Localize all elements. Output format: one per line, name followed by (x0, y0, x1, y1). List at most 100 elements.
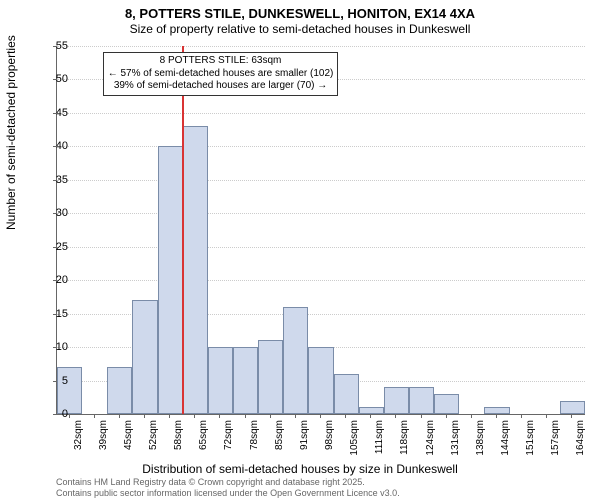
x-tick-mark (69, 414, 70, 418)
x-tick-mark (421, 414, 422, 418)
y-tick-mark (53, 280, 57, 281)
x-tick-label: 138sqm (475, 420, 486, 456)
y-tick-mark (53, 213, 57, 214)
gridline (57, 46, 585, 47)
y-tick-label: 50 (28, 73, 68, 85)
y-tick-label: 30 (28, 207, 68, 219)
y-tick-label: 5 (28, 375, 68, 387)
histogram-bar (409, 387, 434, 414)
y-tick-mark (53, 414, 57, 415)
annotation-text: ← 57% of semi-detached houses are smalle… (108, 68, 334, 81)
x-tick-mark (546, 414, 547, 418)
y-tick-mark (53, 314, 57, 315)
x-tick-label: 91sqm (299, 420, 310, 450)
gridline (57, 146, 585, 147)
histogram-bar (183, 126, 208, 414)
x-tick-label: 65sqm (198, 420, 209, 450)
y-tick-label: 20 (28, 274, 68, 286)
x-tick-mark (270, 414, 271, 418)
footnote-text: Contains HM Land Registry data © Crown c… (56, 477, 400, 487)
x-tick-mark (345, 414, 346, 418)
gridline (57, 213, 585, 214)
x-tick-label: 151sqm (525, 420, 536, 456)
x-tick-mark (320, 414, 321, 418)
histogram-bar (560, 401, 585, 414)
chart-title: 8, POTTERS STILE, DUNKESWELL, HONITON, E… (0, 0, 600, 22)
y-tick-mark (53, 146, 57, 147)
x-tick-mark (370, 414, 371, 418)
chart-subtitle: Size of property relative to semi-detach… (0, 22, 600, 36)
x-tick-mark (169, 414, 170, 418)
x-tick-mark (94, 414, 95, 418)
y-tick-label: 25 (28, 241, 68, 253)
x-tick-mark (194, 414, 195, 418)
x-tick-label: 78sqm (249, 420, 260, 450)
x-tick-label: 98sqm (324, 420, 335, 450)
y-tick-mark (53, 79, 57, 80)
x-tick-mark (471, 414, 472, 418)
footnote-text: Contains public sector information licen… (56, 488, 400, 498)
x-tick-mark (496, 414, 497, 418)
x-tick-label: 118sqm (399, 420, 410, 455)
x-tick-label: 105sqm (349, 420, 360, 456)
annotation-box: 8 POTTERS STILE: 63sqm ← 57% of semi-det… (103, 52, 339, 96)
x-tick-mark (295, 414, 296, 418)
x-tick-label: 111sqm (374, 420, 385, 454)
histogram-bar (334, 374, 359, 414)
histogram-bar (308, 347, 333, 414)
x-tick-label: 85sqm (274, 420, 285, 450)
y-tick-label: 40 (28, 140, 68, 152)
gridline (57, 180, 585, 181)
gridline (57, 280, 585, 281)
y-tick-label: 15 (28, 308, 68, 320)
histogram-bar (384, 387, 409, 414)
histogram-bar (258, 340, 283, 414)
x-tick-label: 52sqm (148, 420, 159, 450)
x-tick-mark (245, 414, 246, 418)
histogram-bar (208, 347, 233, 414)
y-tick-label: 45 (28, 107, 68, 119)
y-axis-label: Number of semi-detached properties (4, 35, 18, 230)
x-tick-label: 32sqm (73, 420, 84, 450)
x-tick-mark (395, 414, 396, 418)
x-tick-label: 157sqm (550, 420, 561, 456)
x-tick-label: 58sqm (173, 420, 184, 450)
x-tick-mark (219, 414, 220, 418)
histogram-bar (107, 367, 132, 414)
annotation-text: 8 POTTERS STILE: 63sqm (108, 55, 334, 68)
x-tick-label: 39sqm (98, 420, 109, 450)
annotation-text: 39% of semi-detached houses are larger (… (108, 80, 334, 93)
y-tick-mark (53, 347, 57, 348)
x-tick-label: 144sqm (500, 420, 511, 456)
footnote: Contains HM Land Registry data © Crown c… (56, 477, 400, 498)
x-tick-label: 124sqm (425, 420, 436, 456)
histogram-bar (158, 146, 183, 414)
x-tick-mark (119, 414, 120, 418)
x-tick-label: 164sqm (575, 420, 586, 456)
x-tick-label: 72sqm (223, 420, 234, 450)
histogram-chart: 8, POTTERS STILE, DUNKESWELL, HONITON, E… (0, 0, 600, 500)
x-axis-label: Distribution of semi-detached houses by … (0, 462, 600, 476)
y-tick-mark (53, 247, 57, 248)
x-tick-label: 131sqm (450, 420, 461, 456)
y-tick-label: 35 (28, 174, 68, 186)
histogram-bar (132, 300, 157, 414)
x-tick-mark (144, 414, 145, 418)
histogram-bar (434, 394, 459, 414)
y-tick-mark (53, 381, 57, 382)
x-tick-mark (521, 414, 522, 418)
y-tick-label: 10 (28, 341, 68, 353)
gridline (57, 113, 585, 114)
histogram-bar (359, 407, 384, 414)
y-tick-mark (53, 180, 57, 181)
y-tick-label: 55 (28, 40, 68, 52)
y-tick-mark (53, 46, 57, 47)
histogram-bar (233, 347, 258, 414)
y-tick-mark (53, 113, 57, 114)
gridline (57, 247, 585, 248)
reference-line (182, 46, 184, 414)
y-tick-label: 0 (28, 408, 68, 420)
plot-area: 8 POTTERS STILE: 63sqm ← 57% of semi-det… (56, 46, 585, 415)
histogram-bar (283, 307, 308, 414)
x-tick-mark (571, 414, 572, 418)
